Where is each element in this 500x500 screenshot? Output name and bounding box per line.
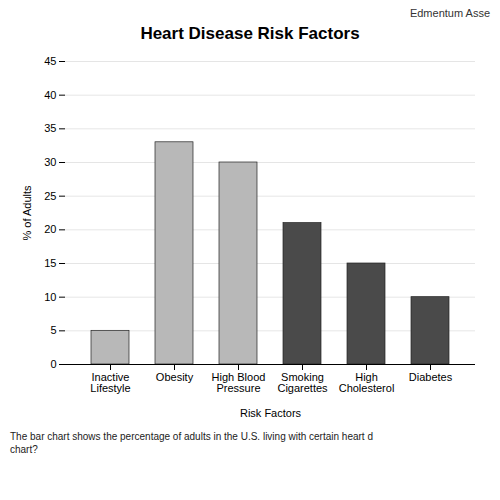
svg-text:0: 0 — [50, 358, 56, 370]
svg-text:% of Adults: % of Adults — [21, 185, 33, 241]
html-text:Heart Disease Risk Factors: Heart Disease Risk Factors — [140, 24, 360, 43]
svg-text:40: 40 — [44, 89, 56, 101]
svg-text:20: 20 — [44, 223, 56, 235]
html-text:The bar chart shows the percen: The bar chart shows the percentage of ad… — [10, 431, 373, 455]
svg-text:15: 15 — [44, 257, 56, 269]
svg-text:10: 10 — [44, 291, 56, 303]
svg-text:30: 30 — [44, 156, 56, 168]
svg-text:InactiveLifestyle: InactiveLifestyle — [90, 371, 130, 394]
svg-text:Obesity: Obesity — [156, 371, 194, 383]
svg-text:HighCholesterol: HighCholesterol — [339, 371, 395, 394]
svg-text:25: 25 — [44, 190, 56, 202]
svg-text:5: 5 — [50, 324, 56, 336]
svg-text:Diabetes: Diabetes — [409, 371, 453, 383]
svg-text:Risk Factors: Risk Factors — [240, 407, 302, 419]
html-text:Edmentum Asse: Edmentum Asse — [409, 7, 490, 19]
svg-text:45: 45 — [44, 55, 56, 67]
svg-text:High BloodPressure: High BloodPressure — [212, 371, 266, 394]
svg-text:35: 35 — [44, 122, 56, 134]
svg-text:SmokingCigarettes: SmokingCigarettes — [277, 371, 328, 394]
